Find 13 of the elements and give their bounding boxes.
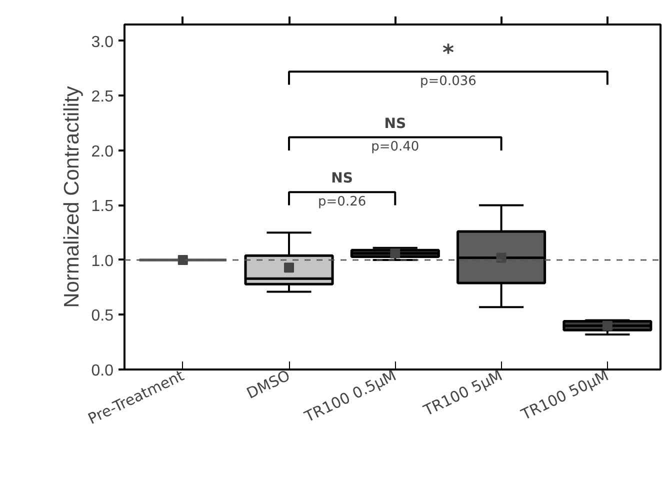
annotation: * xyxy=(442,41,454,66)
y-tick-label: 2.5 xyxy=(91,88,114,106)
annotation: p=0.036 xyxy=(420,74,476,89)
y-tick-label: 2.0 xyxy=(91,143,114,160)
annotation: p=0.26 xyxy=(318,194,366,210)
y-tick-label: 1.5 xyxy=(91,198,114,216)
annotation: NS xyxy=(331,170,353,187)
annotation: p=0.40 xyxy=(371,140,420,154)
y-tick-label: 1.0 xyxy=(91,252,114,270)
y-axis-title: Normalized Contractility xyxy=(60,86,84,308)
y-tick-label: 0.5 xyxy=(91,308,114,325)
annotation: NS xyxy=(384,116,406,132)
y-tick-label: 3.0 xyxy=(91,34,114,51)
